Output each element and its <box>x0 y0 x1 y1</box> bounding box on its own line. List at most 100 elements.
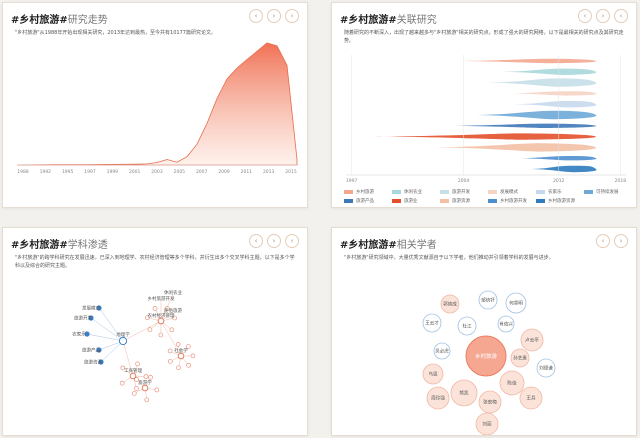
legend-swatch <box>440 190 449 194</box>
legend-swatch <box>488 199 497 203</box>
scholar-bubble <box>499 370 525 396</box>
legend-label: 旅游资源 <box>452 199 470 204</box>
left-node <box>96 305 102 311</box>
leaf-node <box>169 327 175 333</box>
legend-item[interactable]: 乡村旅游资源 <box>536 198 575 204</box>
scholar-bubble <box>510 348 530 368</box>
leaf-node <box>172 315 177 321</box>
left-node <box>98 359 104 365</box>
left-node-label: 发展模式 <box>82 305 100 312</box>
legend-item[interactable]: 可持续发展 <box>584 189 619 195</box>
leaf-node <box>154 387 160 393</box>
scholars-card: #乡村旅游#相关学者 ‹ › "乡村旅游"研究领域中，大量优秀文献源自于以下学者… <box>331 227 637 436</box>
scholar-bubble <box>536 358 556 378</box>
legend-item[interactable]: 发展模式 <box>488 189 518 195</box>
back-button[interactable]: ‹ <box>614 9 628 23</box>
left-node <box>96 347 102 353</box>
scholar-name: 郭焕成 <box>443 301 457 308</box>
research-trend-card: #乡村旅游#研究走势 ‹ › ‹ "乡村旅游"从1988年开始出现相关研究，20… <box>2 2 308 208</box>
trend-chart: 1988 1992 1995 1997 1999 2001 2003 2005 2007 2009… <box>16 42 298 175</box>
scholar-bubble <box>505 292 527 314</box>
legend-item[interactable]: 旅游产品 <box>344 198 374 204</box>
hub-node <box>177 352 185 360</box>
scholar-bubble <box>478 290 498 310</box>
stream-7 <box>374 133 597 140</box>
next-button[interactable]: › <box>267 9 281 23</box>
x-tick-label: 2009 <box>218 169 230 175</box>
leaf-node <box>143 374 149 379</box>
leaf-node <box>190 353 196 359</box>
scholar-bubble <box>497 315 515 333</box>
hub-label: 社会学 <box>174 347 188 354</box>
stream-3 <box>508 91 597 96</box>
leaf-node <box>167 359 173 364</box>
scholar-name: 王兵 <box>526 395 536 402</box>
legend-item[interactable]: 旅游业 <box>392 198 418 204</box>
x-tick-label: 2004 <box>458 178 470 184</box>
leaf-node <box>152 306 158 311</box>
prev-button[interactable]: ‹ <box>249 9 263 23</box>
card-nav: ‹ › ‹ <box>578 9 628 23</box>
card-title: #乡村旅游#学科渗透 <box>11 240 108 251</box>
back-button[interactable]: ‹ <box>285 234 299 248</box>
next-button[interactable]: › <box>596 9 610 23</box>
scholar-bubble <box>426 386 450 410</box>
stream-2 <box>486 78 597 87</box>
x-tick-label: 1999 <box>107 169 119 175</box>
network-edge <box>100 340 124 363</box>
stream-6 <box>444 123 597 128</box>
scholar-name: 卢云亭 <box>525 337 539 344</box>
x-tick-label: 2001 <box>129 169 141 175</box>
scholar-name: 吴必虎 <box>435 348 449 355</box>
x-tick-label: 1995 <box>62 169 74 175</box>
stream-1 <box>500 68 597 75</box>
scholar-name: 何景明 <box>509 300 523 307</box>
legend-item[interactable]: 旅游资源 <box>440 198 470 204</box>
prev-button[interactable]: ‹ <box>596 234 610 248</box>
back-button[interactable]: ‹ <box>285 9 299 23</box>
scholar-bubble <box>519 386 543 410</box>
leaf-node <box>134 386 139 391</box>
left-node-label: 旅游资源 <box>84 359 102 366</box>
scholar-bubble <box>450 379 478 407</box>
stream-0 <box>458 58 597 64</box>
card-title: #乡村旅游#关联研究 <box>340 15 437 26</box>
scholar-name: 王云才 <box>425 320 439 327</box>
stream-8 <box>430 143 597 152</box>
left-node <box>88 315 94 321</box>
x-tick-label: 1988 <box>17 169 29 175</box>
hub-node <box>129 372 137 380</box>
legend-label: 可持续发展 <box>596 190 619 195</box>
leaf-node <box>119 380 125 386</box>
legend-item[interactable]: 旅游开发 <box>440 189 470 195</box>
prev-button[interactable]: ‹ <box>578 9 592 23</box>
right-node-label: 民俗旅游 <box>164 307 182 314</box>
x-tick-label: 1997 <box>84 169 96 175</box>
legend-swatch <box>344 199 353 203</box>
scholar-bubble <box>478 390 502 414</box>
legend-label: 休闲农业 <box>404 190 422 195</box>
prev-button[interactable]: ‹ <box>249 234 263 248</box>
legend-item[interactable]: 休闲农业 <box>392 189 422 195</box>
next-button[interactable]: › <box>267 234 281 248</box>
card-description: "乡村旅游"从1988年开始出现相关研究，2013年达到最热，至今共有10177… <box>15 30 216 36</box>
network-edge <box>86 333 124 342</box>
legend-item[interactable]: 农家乐 <box>536 189 562 195</box>
leaf-node <box>186 362 191 368</box>
next-button[interactable]: › <box>614 234 628 248</box>
x-tick-label: 2012 <box>553 178 565 184</box>
legend-swatch <box>392 199 401 203</box>
scholar-name: 乌恩 <box>428 371 438 378</box>
stream-4 <box>514 101 597 108</box>
left-node-label: 旅游产品 <box>82 347 100 354</box>
leaf-node <box>131 391 137 396</box>
leaf-node <box>134 377 139 382</box>
legend-item[interactable]: 乡村旅游开发 <box>488 198 527 204</box>
legend-item[interactable]: 乡村旅游 <box>344 189 374 195</box>
stream-9 <box>519 156 597 161</box>
leaf-node <box>144 397 150 403</box>
leaf-node <box>145 315 150 321</box>
leaf-node <box>158 332 164 338</box>
x-tick-label: 2003 <box>151 169 163 175</box>
discipline-card: #乡村旅游#学科渗透 ‹ › ‹ "乡村旅游"的跨学科研究在发展迅速，已深入到地… <box>2 227 308 436</box>
